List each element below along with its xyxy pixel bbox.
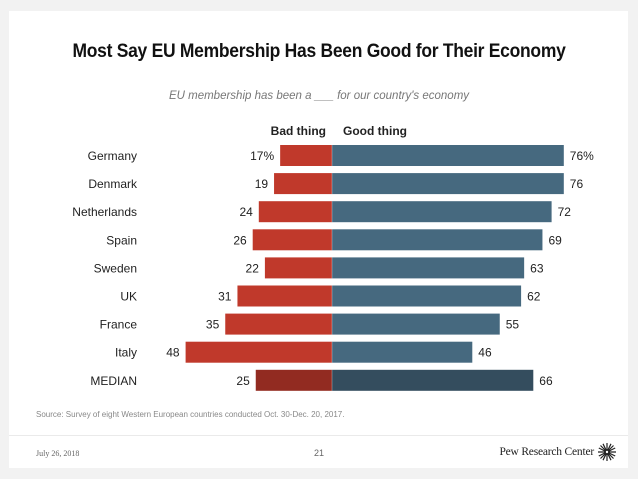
value-label-bad-spain: 26 xyxy=(233,233,247,247)
value-label-bad-median: 25 xyxy=(236,374,250,388)
value-label-good-median: 66 xyxy=(539,374,553,388)
value-label-good-italy: 46 xyxy=(478,346,492,360)
bar-bad-france xyxy=(225,313,332,335)
value-label-bad-germany: 17% xyxy=(250,149,274,163)
value-label-bad-uk: 31 xyxy=(218,290,232,304)
category-label-italy: Italy xyxy=(115,346,137,360)
legend-bad-thing: Bad thing xyxy=(270,124,326,138)
value-label-bad-denmark: 19 xyxy=(255,177,269,191)
bar-bad-denmark xyxy=(274,173,332,195)
value-label-good-netherlands: 72 xyxy=(558,205,572,219)
category-label-netherlands: Netherlands xyxy=(72,205,137,219)
value-label-good-germany: 76% xyxy=(570,149,594,163)
category-label-uk: UK xyxy=(120,290,137,304)
bar-bad-uk xyxy=(237,285,332,307)
source-note: Source: Survey of eight Western European… xyxy=(36,410,345,419)
value-label-good-uk: 62 xyxy=(527,290,541,304)
bar-good-denmark xyxy=(332,173,564,195)
bar-bad-spain xyxy=(252,229,332,251)
value-label-good-sweden: 63 xyxy=(530,261,544,275)
pew-sunburst-icon xyxy=(598,443,616,461)
value-label-good-denmark: 76 xyxy=(570,177,584,191)
value-label-bad-italy: 48 xyxy=(166,346,180,360)
bar-bad-netherlands xyxy=(258,201,332,223)
category-label-denmark: Denmark xyxy=(88,177,138,191)
bar-bad-median xyxy=(255,369,332,391)
value-label-good-france: 55 xyxy=(506,318,520,332)
bar-good-sweden xyxy=(332,257,525,279)
bar-good-spain xyxy=(332,229,543,251)
category-label-sweden: Sweden xyxy=(94,261,137,275)
category-label-spain: Spain xyxy=(106,233,137,247)
bar-good-netherlands xyxy=(332,201,552,223)
bar-bad-italy xyxy=(185,341,332,363)
category-label-france: France xyxy=(100,318,138,332)
bar-good-uk xyxy=(332,285,522,307)
value-label-good-spain: 69 xyxy=(548,233,562,247)
value-label-bad-sweden: 22 xyxy=(246,261,260,275)
footer-divider xyxy=(9,435,628,436)
legend-good-thing: Good thing xyxy=(343,124,407,138)
category-label-median: MEDIAN xyxy=(90,374,137,388)
pew-logo-text: Pew Research Center xyxy=(499,446,594,458)
category-label-germany: Germany xyxy=(88,149,137,163)
footer-date: July 26, 2018 xyxy=(36,449,80,458)
bar-good-italy xyxy=(332,341,473,363)
value-label-bad-france: 35 xyxy=(206,318,220,332)
bar-bad-sweden xyxy=(264,257,332,279)
value-label-bad-netherlands: 24 xyxy=(239,205,253,219)
bar-bad-germany xyxy=(280,145,332,166)
bar-good-france xyxy=(332,313,500,335)
page-number: 21 xyxy=(313,448,324,458)
bar-good-median xyxy=(332,369,534,391)
bar-good-germany xyxy=(332,145,564,166)
chart-title: Most Say EU Membership Has Been Good for… xyxy=(72,41,566,62)
chart-subtitle: EU membership has been a ___ for our cou… xyxy=(168,90,470,102)
